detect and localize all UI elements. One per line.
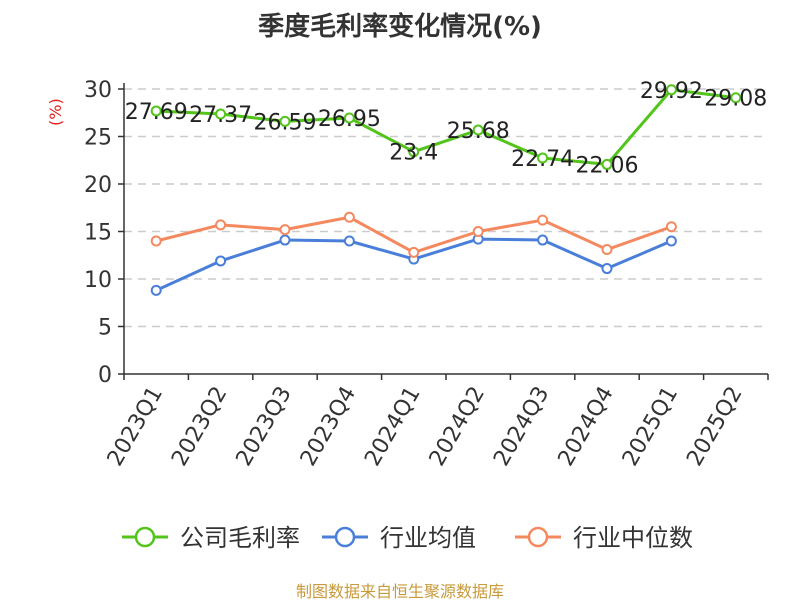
data-label: 29.08 [704,87,767,112]
data-point [665,84,677,96]
data-label: 29.92 [640,79,703,104]
y-tick-label: 0 [98,363,112,388]
legend-label: 行业均值 [380,524,476,552]
legend-marker [134,526,156,548]
data-point [601,244,613,256]
data-point [150,105,162,117]
data-point [730,92,742,104]
gridlines [124,88,768,328]
data-label: 26.59 [254,110,317,135]
data-point [408,246,420,258]
y-tick-label: 25 [84,126,112,151]
data-point [537,152,549,164]
data-point [150,284,162,296]
legend-item: 行业均值 [322,524,476,552]
y-tick-label: 20 [84,173,112,198]
series-line-1 [155,237,672,292]
x-tick-label: 2024Q4 [554,382,619,470]
chart-title: 季度毛利率变化情况(%) [258,12,542,42]
data-point [472,226,484,237]
legend: 公司毛利率 行业均值 行业中位数 [122,524,693,552]
y-tick-label: 5 [98,316,112,341]
data-point [665,221,677,233]
y-tick-label: 30 [84,78,112,103]
x-tick-label: 2025Q1 [618,382,683,470]
x-tick-label: 2024Q1 [360,382,425,470]
data-label: 27.69 [125,100,188,125]
data-source: 制图数据来自恒生聚源数据库 [295,582,504,601]
data-point [472,124,484,136]
data-label: 26.95 [318,107,381,132]
legend-marker [334,526,356,548]
legend-item: 公司毛利率 [122,524,300,552]
series-lines [150,84,742,296]
x-tick-label: 2023Q3 [232,382,297,470]
data-point [279,224,291,236]
data-label: 22.74 [511,147,574,172]
legend-marker [527,526,549,548]
x-tick-label: 2023Q4 [296,382,361,470]
x-tick-label: 2025Q2 [682,382,747,470]
x-tick-label: 2024Q3 [489,382,554,470]
data-label: 27.37 [189,103,252,128]
data-label: 25.68 [447,119,510,144]
series-line-0 [156,88,736,166]
x-tick-label: 2023Q2 [167,382,232,470]
data-label: 22.06 [576,153,639,178]
y-tick-label: 15 [84,221,112,246]
data-point [601,158,613,170]
x-tick-label: 2024Q2 [425,382,490,470]
data-point [279,115,291,127]
legend-label: 行业中位数 [573,524,693,552]
data-point [665,235,677,247]
data-point [279,234,291,246]
data-point [150,235,162,247]
data-point [343,235,355,247]
data-point [343,112,355,124]
data-point [215,108,227,120]
data-point [537,234,549,246]
legend-label: 公司毛利率 [180,524,300,552]
legend-item: 行业中位数 [515,524,693,552]
data-point [343,211,355,223]
data-point [408,146,420,158]
y-tick-label: 10 [84,268,112,293]
data-label: 23.4 [389,141,438,166]
data-point [215,219,227,231]
data-point [215,255,227,267]
data-point [601,263,613,275]
x-tick-label: 2023Q1 [103,382,168,470]
data-point [537,214,549,226]
